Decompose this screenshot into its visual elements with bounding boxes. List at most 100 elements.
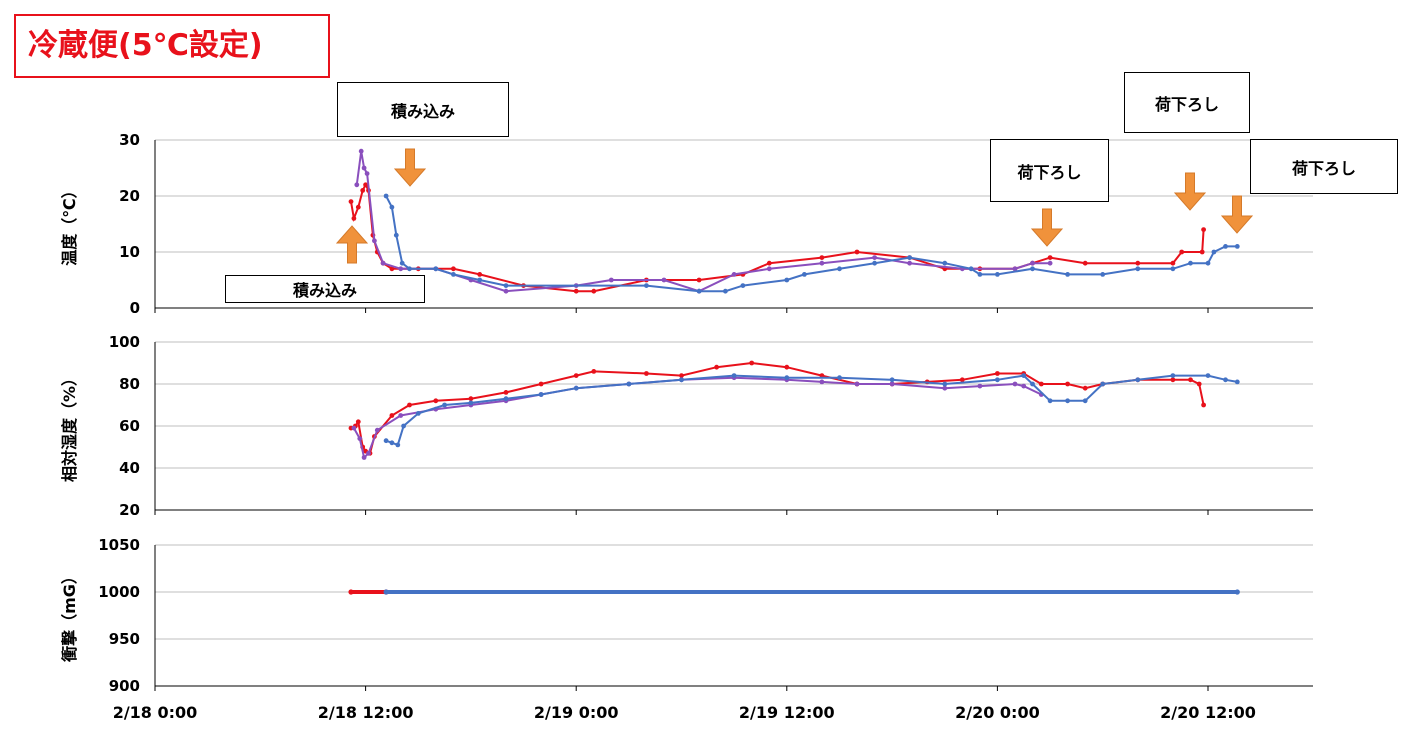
data-point-red	[363, 182, 368, 188]
data-point-blue	[395, 442, 401, 448]
data-point-blue	[784, 277, 790, 283]
data-point-red	[348, 199, 354, 205]
data-point-red	[355, 419, 361, 425]
data-point-blue	[1234, 589, 1240, 595]
x-tick-label: 2/20 12:00	[1160, 703, 1256, 722]
data-point-blue	[399, 260, 405, 266]
data-point-red	[407, 402, 412, 408]
data-point-blue	[503, 283, 509, 288]
annotation-load-bottom: 積み込み	[225, 275, 425, 303]
data-point-blue	[837, 375, 842, 381]
data-point-blue	[802, 272, 807, 277]
data-point-purple	[854, 381, 860, 387]
data-point-red	[1082, 260, 1088, 266]
data-point-blue	[415, 411, 421, 416]
data-point-red	[389, 413, 395, 418]
data-point-blue	[1188, 260, 1193, 266]
data-point-purple	[1012, 381, 1018, 387]
data-point-purple	[907, 260, 912, 266]
data-point-blue	[1065, 272, 1070, 277]
data-point-red	[766, 260, 772, 266]
data-point-red	[995, 371, 1000, 376]
y-tick-label: 30	[119, 131, 140, 149]
data-point-blue	[968, 266, 974, 272]
y-tick-label: 900	[109, 677, 140, 695]
arrow-down-icon	[393, 148, 427, 187]
y-tick-label: 40	[119, 459, 140, 477]
data-point-red	[1170, 377, 1176, 383]
data-point-blue	[503, 396, 509, 402]
data-point-purple	[661, 277, 667, 283]
data-point-red	[1199, 249, 1205, 255]
data-point-purple	[374, 427, 380, 433]
data-point-red	[959, 377, 965, 383]
data-point-blue	[740, 283, 746, 288]
data-point-red	[1038, 381, 1044, 387]
data-point-blue	[1170, 373, 1176, 378]
y-axis-label: 衝撃（mG）	[60, 568, 79, 663]
data-point-purple	[361, 165, 367, 171]
data-point-blue	[383, 438, 389, 444]
data-point-blue	[1135, 266, 1141, 272]
data-point-red	[784, 364, 790, 370]
data-point-red	[503, 390, 509, 395]
data-point-blue	[696, 288, 702, 294]
y-tick-label: 100	[109, 333, 140, 351]
y-tick-label: 1000	[98, 583, 140, 601]
data-point-blue	[679, 377, 684, 383]
data-point-red	[1065, 381, 1070, 387]
data-point-purple	[351, 425, 357, 431]
arrow-down-icon	[1173, 172, 1207, 211]
data-point-red	[573, 288, 579, 294]
data-point-blue	[1082, 398, 1088, 404]
data-point-purple	[366, 450, 371, 456]
x-tick-label: 2/18 12:00	[318, 703, 414, 722]
data-point-blue	[1205, 260, 1211, 266]
data-point-blue	[1030, 266, 1035, 272]
y-tick-label: 20	[119, 187, 140, 205]
data-point-blue	[477, 277, 483, 283]
data-point-purple	[1030, 260, 1035, 266]
y-tick-label: 1050	[98, 536, 140, 554]
data-point-red	[1196, 381, 1202, 387]
data-point-blue	[784, 375, 790, 381]
data-point-blue	[393, 232, 399, 238]
annotation-unload-2: 荷下ろし	[1124, 72, 1250, 133]
y-tick-label: 10	[119, 243, 140, 261]
data-point-blue	[573, 385, 579, 391]
data-point-blue	[837, 266, 842, 272]
data-point-purple	[357, 436, 363, 441]
data-point-red	[1135, 260, 1141, 266]
data-point-blue	[1135, 377, 1141, 383]
data-point-red	[1201, 227, 1206, 233]
data-point-purple	[1021, 383, 1027, 389]
data-point-red	[573, 373, 579, 378]
data-point-blue	[644, 283, 649, 288]
data-point-blue	[1234, 379, 1240, 385]
y-tick-label: 0	[130, 299, 140, 317]
data-point-blue	[626, 381, 632, 387]
data-point-blue	[451, 272, 456, 277]
data-point-purple	[503, 288, 509, 294]
data-point-blue	[383, 193, 389, 199]
x-tick-label: 2/18 0:00	[113, 703, 198, 722]
data-point-purple	[819, 260, 825, 266]
data-point-blue	[995, 377, 1000, 383]
data-point-purple	[398, 413, 404, 418]
axes: 0 10 20 30 温度（℃） 20 40 60 80 100 相対湿度（%） 900 950 1000…	[60, 131, 1256, 722]
gridlines	[155, 139, 1313, 687]
data-point-blue	[468, 400, 474, 406]
data-point-red	[1170, 260, 1176, 266]
data-point-red	[355, 204, 361, 210]
data-point-purple	[358, 148, 364, 154]
arrow-down-icon	[1030, 208, 1064, 247]
arrow-up-icon	[335, 225, 369, 264]
data-point-blue	[995, 272, 1000, 277]
data-point-purple	[1012, 266, 1018, 272]
data-point-blue	[389, 204, 395, 210]
data-point-blue	[977, 272, 983, 277]
data-point-red	[679, 373, 684, 378]
y-tick-label: 60	[119, 417, 140, 435]
data-point-red	[819, 255, 825, 260]
